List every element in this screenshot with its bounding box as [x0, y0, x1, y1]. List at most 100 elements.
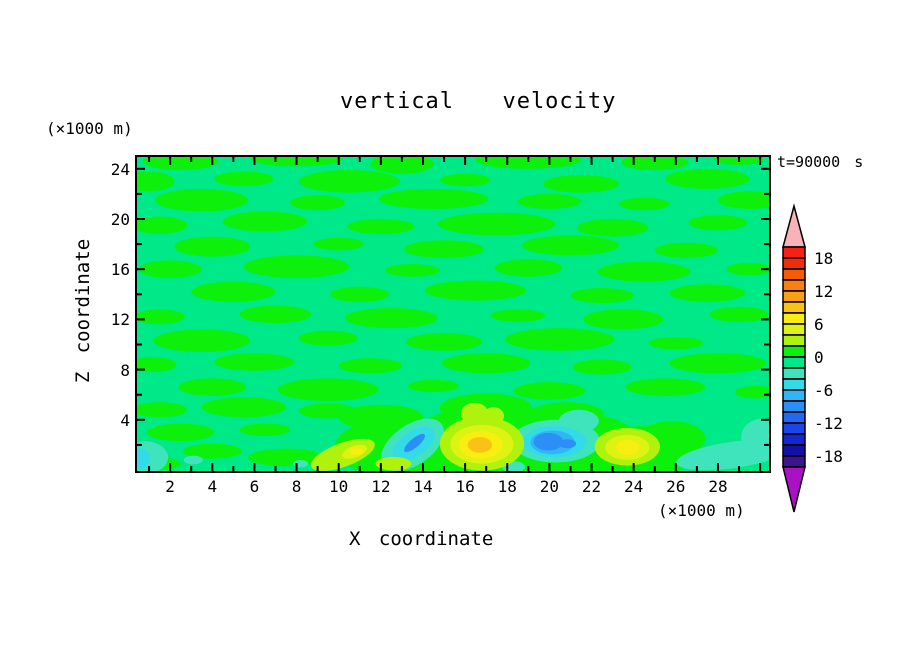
field-patch [182, 443, 242, 459]
field-patch [298, 330, 358, 346]
colorbar-under-arrow [782, 466, 806, 513]
field-patch [338, 358, 402, 374]
contour-feature [616, 439, 640, 455]
field-patch [201, 397, 287, 418]
field-patch [290, 195, 346, 211]
contour-feature [460, 402, 489, 425]
field-patch [572, 359, 632, 375]
y-tick-label: 16 [110, 260, 130, 280]
field-patch [243, 255, 350, 278]
field-patch [522, 235, 619, 256]
field-patch [688, 215, 748, 231]
contour-feature [183, 455, 203, 465]
field-patch [665, 168, 750, 189]
colorbar-label: -12 [814, 414, 843, 433]
x-tick-label: 24 [624, 477, 644, 496]
plot-frame [135, 155, 771, 473]
colorbar-box [782, 323, 806, 336]
field-green-zone [338, 404, 423, 430]
field-patch [138, 260, 202, 278]
field-patch [494, 259, 563, 277]
field-patch [136, 309, 185, 325]
field-patch [425, 280, 527, 301]
x-tick-label: 14 [413, 477, 433, 496]
colorbar-box [782, 290, 806, 303]
x-tick-label: 16 [455, 477, 475, 496]
x-tick-label: 22 [581, 477, 602, 496]
field-patch [345, 308, 438, 329]
x-tick-label: 26 [666, 477, 686, 496]
x-tick-label: 6 [249, 477, 260, 496]
colorbar-box [782, 367, 806, 380]
colorbar-box [782, 345, 806, 358]
contour-feature [483, 407, 505, 425]
field-patch [136, 216, 187, 235]
field-patch [277, 378, 379, 401]
colorbar-box [782, 455, 806, 468]
x-tick-label: 28 [708, 477, 728, 496]
colorbar-box [782, 257, 806, 270]
field-patch [669, 353, 767, 374]
field-patch [214, 353, 295, 371]
field-patch [136, 402, 187, 418]
field-patch [174, 236, 251, 257]
colorbar-box [782, 246, 806, 259]
colorbar-label: -6 [814, 381, 834, 400]
colorbar-over-arrow [782, 203, 806, 248]
y-tick-label: 4 [120, 410, 130, 430]
contour-feature [136, 448, 151, 469]
field-patch [222, 211, 308, 232]
y-tick-label: 24 [110, 159, 130, 179]
colorbar-label: 0 [814, 348, 824, 367]
field-patch [142, 156, 219, 171]
field-patch [570, 288, 634, 304]
field-patch [576, 219, 649, 237]
field-patch [505, 328, 615, 351]
field-patch [298, 170, 400, 193]
y-tick-label: 12 [110, 310, 130, 330]
field-patch [378, 188, 489, 209]
field-patch [404, 240, 485, 258]
time-badge: t=90000 s [777, 153, 864, 171]
field-patch [618, 197, 670, 211]
field-patch [214, 171, 274, 187]
x-tick-label: 18 [497, 477, 517, 496]
field-patch [385, 264, 440, 277]
field-patch [517, 193, 582, 209]
field-patch [437, 212, 556, 236]
x-tick-label: 8 [291, 477, 302, 496]
contour-feature [467, 437, 493, 453]
field-patch [155, 188, 249, 212]
colorbar-label: 6 [814, 315, 824, 334]
field-patch [648, 336, 704, 350]
field-patch [543, 175, 619, 193]
field-patch [406, 333, 482, 351]
contour-feature [404, 433, 425, 453]
field-patch [136, 357, 177, 373]
field-patch [597, 261, 691, 282]
field-patch [709, 306, 769, 322]
page-title: vertical velocity [340, 89, 617, 114]
colorbar-box [782, 444, 806, 457]
field-patch [239, 423, 291, 437]
colorbar-label: 18 [814, 249, 834, 268]
colorbar-box [782, 378, 806, 391]
field-patch [669, 284, 746, 302]
field-patch [439, 173, 491, 187]
colorbar-box [782, 356, 806, 369]
contour-feature [349, 447, 364, 455]
colorbar-box [782, 400, 806, 413]
x-tick-label: 10 [329, 477, 349, 496]
colorbar-box [782, 422, 806, 435]
y-axis-units: (×1000 m) [46, 119, 133, 138]
contour-feature [533, 432, 564, 451]
x-tick-label: 12 [371, 477, 391, 496]
x-axis-units: (×1000 m) [658, 501, 745, 520]
field-patch [239, 305, 312, 324]
y-tick-label: 8 [120, 360, 130, 380]
colorbar-box [782, 411, 806, 424]
colorbar-label: 12 [814, 282, 834, 301]
contour-feature [741, 418, 770, 457]
colorbar-box [782, 312, 806, 325]
